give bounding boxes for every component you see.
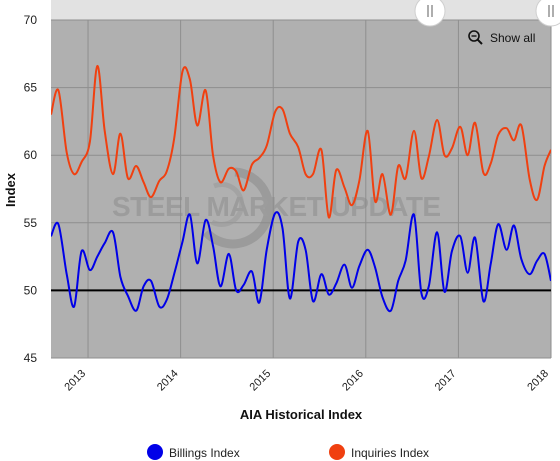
legend-label: Billings Index — [169, 446, 240, 460]
y-axis-ticks: 45 50 55 60 65 70 — [24, 13, 38, 365]
navigator-track[interactable] — [51, 0, 551, 20]
billings-index-line[interactable] — [51, 211, 551, 313]
x-axis-title: AIA Historical Index — [240, 407, 363, 422]
x-axis-ticks: 2013 2014 2015 2016 2017 2018 — [62, 368, 551, 394]
show-all-label: Show all — [490, 31, 535, 45]
inquiries-index-line[interactable] — [51, 64, 551, 219]
navigator-handle-left[interactable] — [414, 0, 446, 27]
legend-marker — [329, 444, 345, 460]
zoom-out-icon — [468, 30, 483, 45]
y-axis-title: Index — [3, 172, 18, 207]
x-tick-label: 2017 — [433, 368, 459, 394]
x-tick-label: 2013 — [62, 368, 88, 394]
x-tick-label: 2016 — [340, 368, 366, 394]
legend[interactable]: Billings Index Inquiries Index — [147, 444, 429, 460]
y-tick-label: 50 — [24, 283, 38, 297]
plot-area — [51, 20, 551, 358]
legend-marker — [147, 444, 163, 460]
x-tick-label: 2018 — [525, 368, 551, 394]
y-tick-label: 55 — [24, 216, 38, 230]
legend-label: Inquiries Index — [351, 446, 429, 460]
y-tick-label: 45 — [24, 351, 38, 365]
legend-item-billings-index[interactable]: Billings Index — [147, 444, 240, 460]
y-tick-label: 70 — [24, 13, 38, 27]
watermark-text: STEEL MARKET UPDATE — [112, 191, 441, 222]
x-tick-label: 2015 — [248, 368, 274, 394]
y-tick-label: 60 — [24, 148, 38, 162]
x-tick-label: 2014 — [155, 368, 181, 394]
legend-item-inquiries-index[interactable]: Inquiries Index — [329, 444, 429, 460]
series-layer — [51, 64, 551, 313]
show-all-button[interactable]: Show all — [462, 26, 546, 50]
navigator-handle-right[interactable] — [535, 0, 560, 27]
y-tick-label: 65 — [24, 81, 38, 95]
